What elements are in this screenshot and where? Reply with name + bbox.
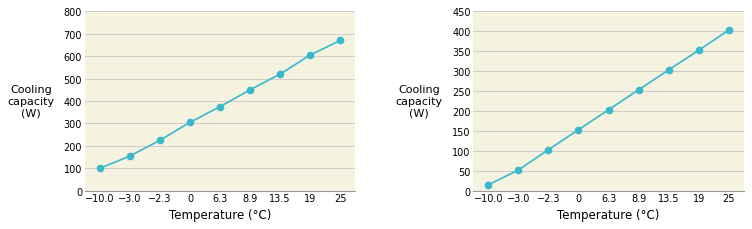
Y-axis label: Cooling
capacity
(W): Cooling capacity (W)	[8, 85, 54, 118]
Y-axis label: Cooling
capacity
(W): Cooling capacity (W)	[396, 85, 443, 118]
X-axis label: Temperature (°C): Temperature (°C)	[557, 208, 660, 221]
X-axis label: Temperature (°C): Temperature (°C)	[169, 208, 271, 221]
